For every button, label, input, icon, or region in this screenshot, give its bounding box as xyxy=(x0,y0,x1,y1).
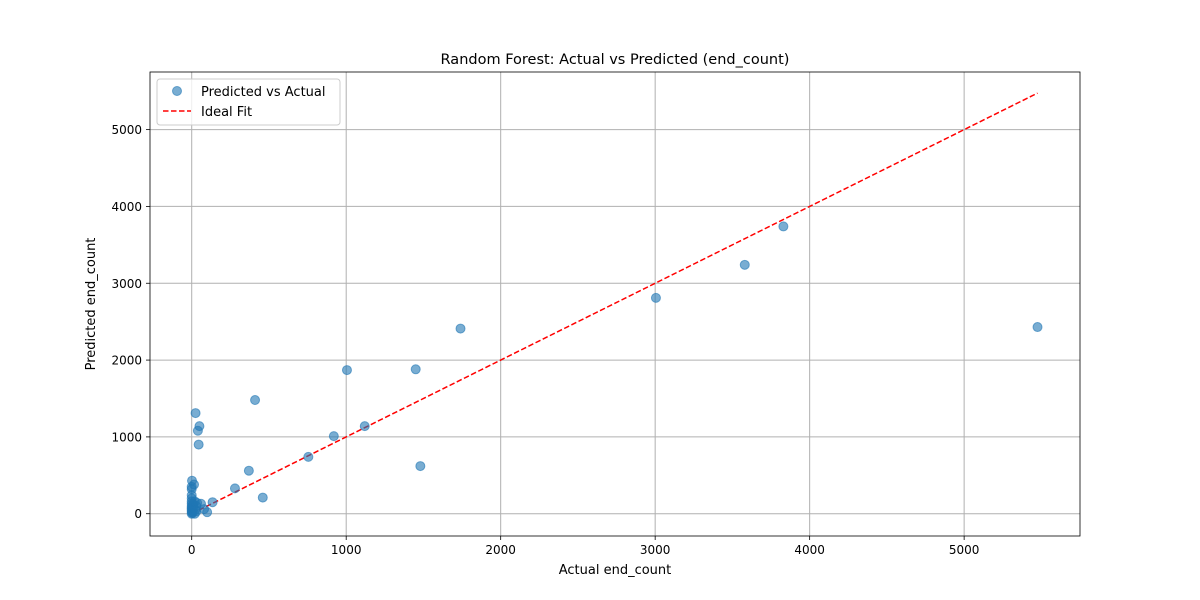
grid xyxy=(150,72,1080,536)
ideal-fit-line-group xyxy=(191,92,1038,515)
x-tick-label: 3000 xyxy=(640,543,671,557)
scatter-point xyxy=(190,408,201,419)
x-tick-label: 1000 xyxy=(331,543,362,557)
legend-scatter-label: Predicted vs Actual xyxy=(201,85,325,100)
scatter-point xyxy=(415,461,426,472)
ideal-fit-line xyxy=(191,92,1038,515)
x-tick-label: 2000 xyxy=(485,543,516,557)
scatter-point xyxy=(257,492,268,503)
y-tick-label: 0 xyxy=(134,507,142,521)
x-tick-label: 4000 xyxy=(794,543,825,557)
y-tick-label: 4000 xyxy=(111,200,142,214)
scatter-point xyxy=(189,479,200,490)
x-axis-label: Actual end_count xyxy=(559,563,672,578)
scatter-point xyxy=(359,421,370,432)
scatter-point xyxy=(650,292,661,303)
scatter-point xyxy=(1032,322,1043,333)
scatter-points xyxy=(186,221,1043,519)
y-tick-label: 3000 xyxy=(111,277,142,291)
x-tick-label: 5000 xyxy=(949,543,980,557)
scatter-point xyxy=(202,507,213,518)
legend: Predicted vs Actual Ideal Fit xyxy=(156,78,341,126)
scatter-point xyxy=(410,364,421,375)
x-axis-ticks: 0 1000 2000 3000 4000 5000 xyxy=(188,536,980,557)
scatter-point xyxy=(243,465,254,476)
scatter-point xyxy=(739,259,750,270)
scatter-point xyxy=(250,395,261,406)
scatter-point xyxy=(303,451,314,462)
legend-box xyxy=(156,78,341,126)
scatter-point xyxy=(194,421,205,432)
y-axis-ticks: 0 1000 2000 3000 4000 5000 xyxy=(111,123,150,521)
scatter-point xyxy=(328,431,339,442)
scatter-point xyxy=(207,497,218,508)
y-axis-label: Predicted end_count xyxy=(84,238,99,371)
scatter-point xyxy=(455,323,466,334)
scatter-point xyxy=(193,439,204,450)
legend-line-label: Ideal Fit xyxy=(201,105,252,120)
scatter-point xyxy=(778,221,789,232)
scatter-point xyxy=(229,483,240,494)
x-tick-label: 0 xyxy=(188,543,196,557)
y-tick-label: 2000 xyxy=(111,354,142,368)
chart-title: Random Forest: Actual vs Predicted (end_… xyxy=(441,52,790,68)
y-tick-label: 5000 xyxy=(111,123,142,137)
y-tick-label: 1000 xyxy=(111,430,142,444)
legend-scatter-marker xyxy=(172,86,182,96)
scatter-point xyxy=(341,365,352,376)
plot-frame xyxy=(149,71,1081,537)
